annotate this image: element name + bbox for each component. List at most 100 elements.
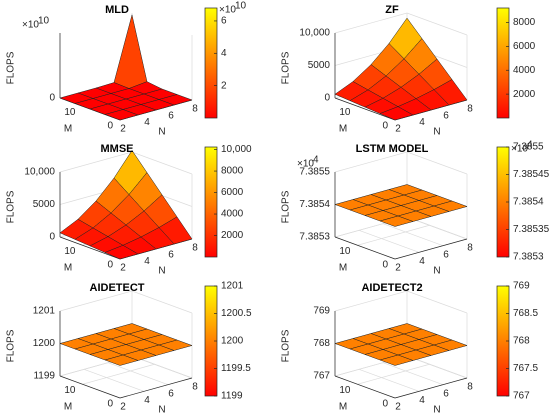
colorbar-tick-label: 2000 [221, 230, 244, 241]
colorbar-tick-label: 2 [221, 80, 227, 91]
y-axis-label: M [64, 402, 72, 413]
grid-line [406, 216, 468, 240]
y-axis-label: M [339, 263, 347, 274]
colorbar-tick-label: 8000 [221, 166, 244, 177]
y-axis-label: M [64, 124, 72, 135]
grid-line [382, 223, 444, 246]
colorbar-tick-label: 2000 [513, 89, 536, 100]
z-tick-label: 0 [324, 93, 330, 104]
x-axis-label: N [433, 405, 440, 416]
z-tick-label: 7.3855 [299, 167, 330, 178]
x-axis-label: N [158, 127, 165, 138]
x-tick-label: 8 [467, 243, 473, 254]
z-axis-label: FLOPS [6, 51, 17, 84]
z-axis-label: FLOPS [6, 329, 17, 362]
colorbar-tick-label: 1199.5 [221, 363, 251, 374]
grid-line [358, 230, 420, 253]
grid-line [406, 355, 468, 379]
x-tick-label: 2 [395, 402, 401, 413]
z-tick-label: 10,000 [24, 167, 55, 178]
z-tick-label: 767 [313, 371, 330, 382]
x-tick-label: 6 [443, 110, 449, 121]
surface-cell [104, 354, 139, 366]
grid-line [82, 363, 155, 385]
x-tick-label: 2 [395, 263, 401, 274]
chart-title: MMSE [101, 143, 134, 155]
x-tick-label: 4 [419, 395, 425, 406]
colorbar-tick-label: 1201 [221, 281, 244, 292]
z-tick-label: 1199 [33, 371, 55, 382]
x-tick-label: 8 [192, 104, 198, 115]
z-tick-label: 5000 [33, 199, 56, 210]
y-axis [59, 375, 121, 399]
z-exponent: ×10 [297, 159, 314, 170]
surface-cell [104, 109, 139, 121]
y-tick-label: 10 [64, 107, 76, 118]
y-tick-label: 0 [107, 399, 113, 410]
z-axis-label: FLOPS [6, 190, 17, 223]
x-axis-label: N [433, 266, 440, 277]
y-tick-label: 10 [64, 246, 76, 257]
colorbar-tick-label: 1200 [221, 336, 244, 347]
y-tick-label: 10 [339, 246, 351, 257]
z-exponent-power: 4 [313, 155, 319, 166]
x-axis-label: N [433, 127, 440, 138]
x-tick-label: 6 [168, 388, 174, 399]
colorbar-tick-label: 6000 [513, 41, 536, 52]
chart-title: ZF [385, 4, 399, 16]
grid-line [107, 362, 169, 385]
x-tick-label: 4 [419, 117, 425, 128]
surface-cell [379, 106, 414, 121]
y-axis [334, 236, 396, 260]
x-tick-label: 8 [467, 382, 473, 393]
grid-line [59, 290, 193, 314]
x-tick-label: 2 [395, 124, 401, 135]
x-axis [394, 377, 468, 399]
y-tick-label: 0 [382, 121, 388, 132]
chart-title: AIDETECT [90, 282, 145, 294]
grid-line [358, 369, 420, 392]
x-tick-label: 4 [144, 256, 150, 267]
x-axis [119, 377, 193, 399]
z-axis-label: FLOPS [281, 190, 292, 223]
z-exponent: ×10 [22, 20, 39, 31]
z-tick-label: 1200 [33, 338, 56, 349]
z-tick-label: 0 [49, 232, 55, 243]
surface-cell [379, 354, 414, 366]
colorbar-tick-label: 4000 [513, 65, 536, 76]
y-axis [59, 236, 121, 260]
y-axis [334, 97, 396, 121]
x-tick-label: 4 [144, 395, 150, 406]
colorbar [496, 7, 510, 119]
colorbar-tick-label: 7.38535 [513, 224, 550, 235]
colorbar-exponent-power: 4 [527, 140, 533, 151]
colorbar-tick-label: 768 [513, 336, 530, 347]
y-tick-label: 0 [107, 260, 113, 271]
grid-line [382, 362, 444, 385]
x-tick-label: 8 [192, 243, 198, 254]
y-axis-label: M [339, 402, 347, 413]
z-tick-label: 768 [313, 338, 330, 349]
y-tick-label: 10 [64, 385, 76, 396]
surface-cell [379, 215, 414, 227]
z-axis-label: FLOPS [281, 329, 292, 362]
z-tick-label: 1201 [33, 306, 56, 317]
colorbar-tick-label: 4 [221, 48, 227, 59]
grid-line [334, 12, 468, 36]
colorbar-tick-label: 6000 [221, 187, 244, 198]
y-tick-label: 0 [382, 399, 388, 410]
grid-line [357, 224, 430, 246]
y-tick-label: 0 [382, 260, 388, 271]
z-tick-label: 769 [313, 306, 330, 317]
colorbar-tick-label: 10,000 [221, 144, 252, 155]
x-tick-label: 2 [120, 402, 126, 413]
z-tick-label: 5000 [308, 60, 331, 71]
colorbar-tick-label: 767.5 [513, 363, 538, 374]
colorbar-tick-label: 1199 [221, 391, 243, 402]
colorbar-tick-label: 769 [513, 281, 530, 292]
x-tick-label: 6 [443, 249, 449, 260]
z-tick-label: 10,000 [299, 28, 330, 39]
colorbar-tick-label: 7.3854 [513, 197, 544, 208]
x-tick-label: 4 [419, 256, 425, 267]
